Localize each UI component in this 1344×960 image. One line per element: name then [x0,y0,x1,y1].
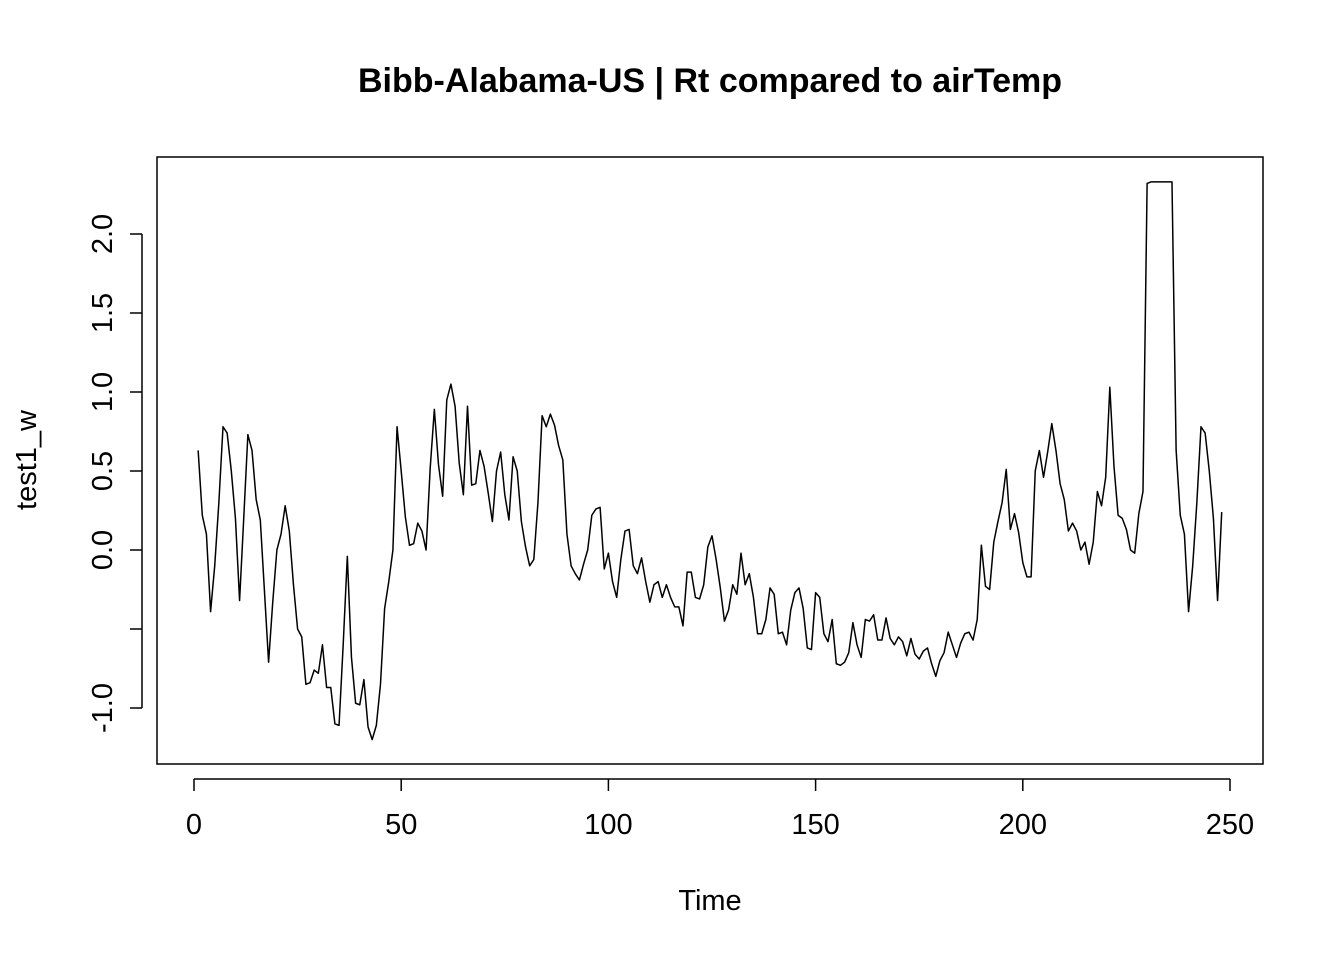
y-tick-label: 2.0 [87,214,119,254]
series-layer [197,181,1223,741]
x-tick-label: 50 [385,809,417,841]
x-tick-label: 0 [186,809,202,841]
chart-title: Bibb-Alabama-US | Rt compared to airTemp [358,62,1062,100]
y-axis: -1.0 0.0 0.5 1.0 1.5 2.0 [87,214,143,733]
y-tick-label: 1.5 [87,293,119,333]
x-axis-label: Time [678,885,741,917]
y-tick-label: 1.0 [87,372,119,412]
series-line [197,181,1223,741]
y-axis-label: test1_w [11,409,43,510]
x-tick-label: 100 [584,809,632,841]
x-tick-label: 200 [999,809,1047,841]
plot-frame [156,156,1264,765]
y-tick-label: 0.5 [87,451,119,491]
x-tick-label: 250 [1206,809,1254,841]
y-tick-label: -1.0 [87,683,119,733]
x-axis: 0 50 100 150 200 250 [186,778,1254,841]
x-tick-label: 150 [791,809,839,841]
y-tick-label: 0.0 [87,530,119,570]
